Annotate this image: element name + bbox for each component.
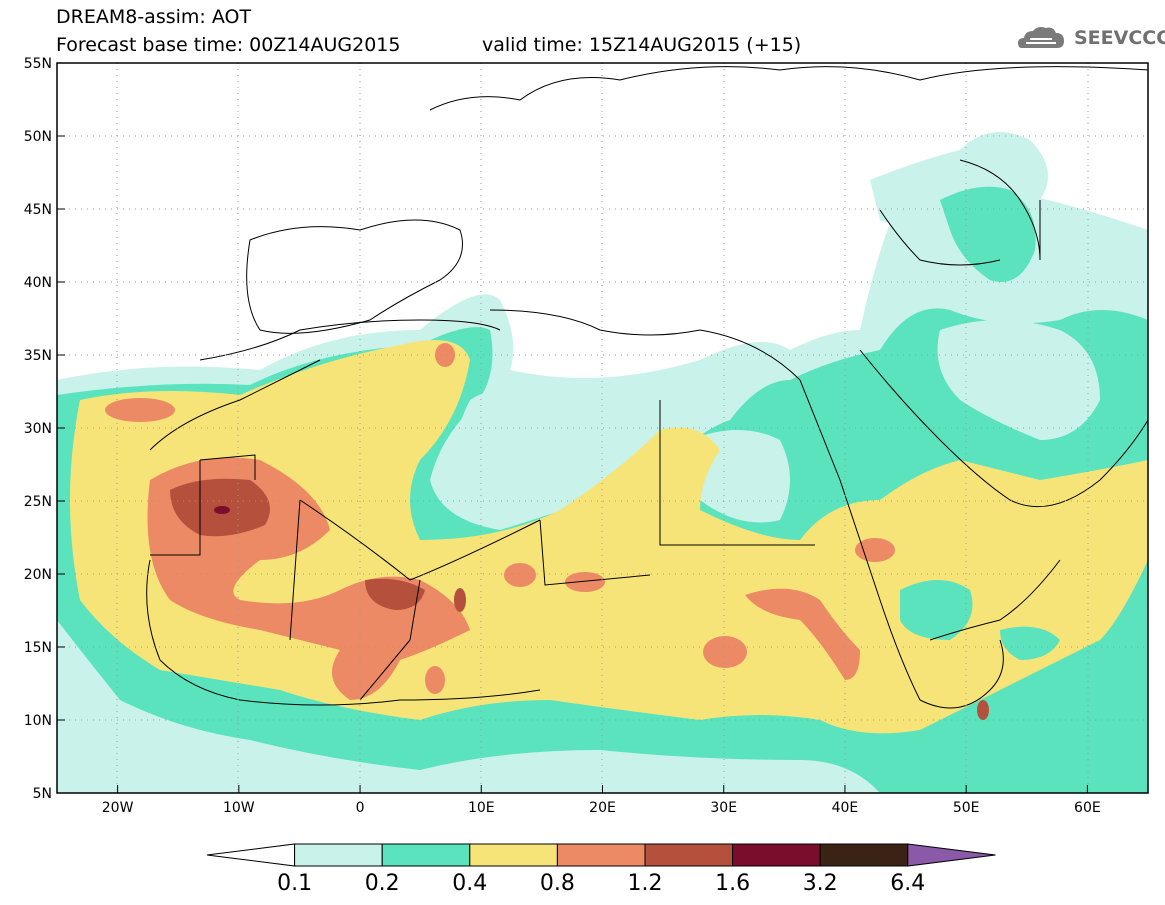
cloud-logo-icon xyxy=(1018,27,1064,48)
lon-label: 10E xyxy=(468,800,495,816)
colorbar-segment xyxy=(819,843,909,867)
axis-ticks xyxy=(57,62,1088,794)
colorbar-label: 0.4 xyxy=(452,871,487,896)
colorbar-label: 0.2 xyxy=(365,871,400,896)
colorbar-min-arrow xyxy=(206,843,296,867)
lat-label: 25N xyxy=(24,494,52,510)
map-title: DREAM8-assim: AOT xyxy=(56,6,252,28)
colorbar-label: 1.6 xyxy=(715,871,750,896)
lat-label: 50N xyxy=(24,129,52,145)
lat-label: 35N xyxy=(24,348,52,364)
coastlines xyxy=(146,66,1148,709)
lon-label: 50E xyxy=(953,800,980,816)
colorbar-segment xyxy=(381,843,471,867)
colorbar-segment xyxy=(644,843,734,867)
colorbar-labels: 0.1 0.2 0.4 0.8 1.2 1.6 3.2 6.4 xyxy=(277,871,925,896)
lat-label: 30N xyxy=(24,421,52,437)
lat-label: 55N xyxy=(24,56,52,72)
valid-time: valid time: 15Z14AUG2015 (+15) xyxy=(482,34,802,56)
colorbar-label: 0.8 xyxy=(540,871,575,896)
lon-label: 20W xyxy=(102,800,134,816)
lat-label: 45N xyxy=(24,202,52,218)
colorbar xyxy=(206,843,996,867)
lat-label: 40N xyxy=(24,275,52,291)
colorbar-label: 1.2 xyxy=(628,871,663,896)
colorbar-label: 6.4 xyxy=(890,871,925,896)
lon-label: 20E xyxy=(589,800,616,816)
aot-field xyxy=(57,63,1148,793)
lat-label: 10N xyxy=(24,713,52,729)
lon-label: 10W xyxy=(223,800,255,816)
lon-label: 30E xyxy=(710,800,737,816)
forecast-base-time: Forecast base time: 00Z14AUG2015 xyxy=(56,34,401,56)
lat-label: 20N xyxy=(24,567,52,583)
logo-text: SEEVCCC xyxy=(1074,27,1165,49)
lat-label: 5N xyxy=(33,786,52,802)
lat-label: 15N xyxy=(24,640,52,656)
colorbar-segment xyxy=(556,843,646,867)
colorbar-segment xyxy=(294,843,383,867)
lon-label: 40E xyxy=(832,800,859,816)
latitude-labels: 55N 50N 45N 40N 35N 30N 25N 20N 15N 10N 5N xyxy=(24,56,52,802)
colorbar-segment xyxy=(469,843,558,867)
longitude-labels: 20W 10W 0 10E 20E 30E 40E 50E 60E xyxy=(102,800,1101,816)
colorbar-segment xyxy=(732,843,821,867)
aot-level-1.6 xyxy=(214,506,230,514)
colorbar-max-arrow xyxy=(907,843,996,867)
lon-label: 0 xyxy=(356,800,365,816)
lon-label: 60E xyxy=(1074,800,1101,816)
colorbar-label: 3.2 xyxy=(803,871,838,896)
colorbar-label: 0.1 xyxy=(277,871,312,896)
